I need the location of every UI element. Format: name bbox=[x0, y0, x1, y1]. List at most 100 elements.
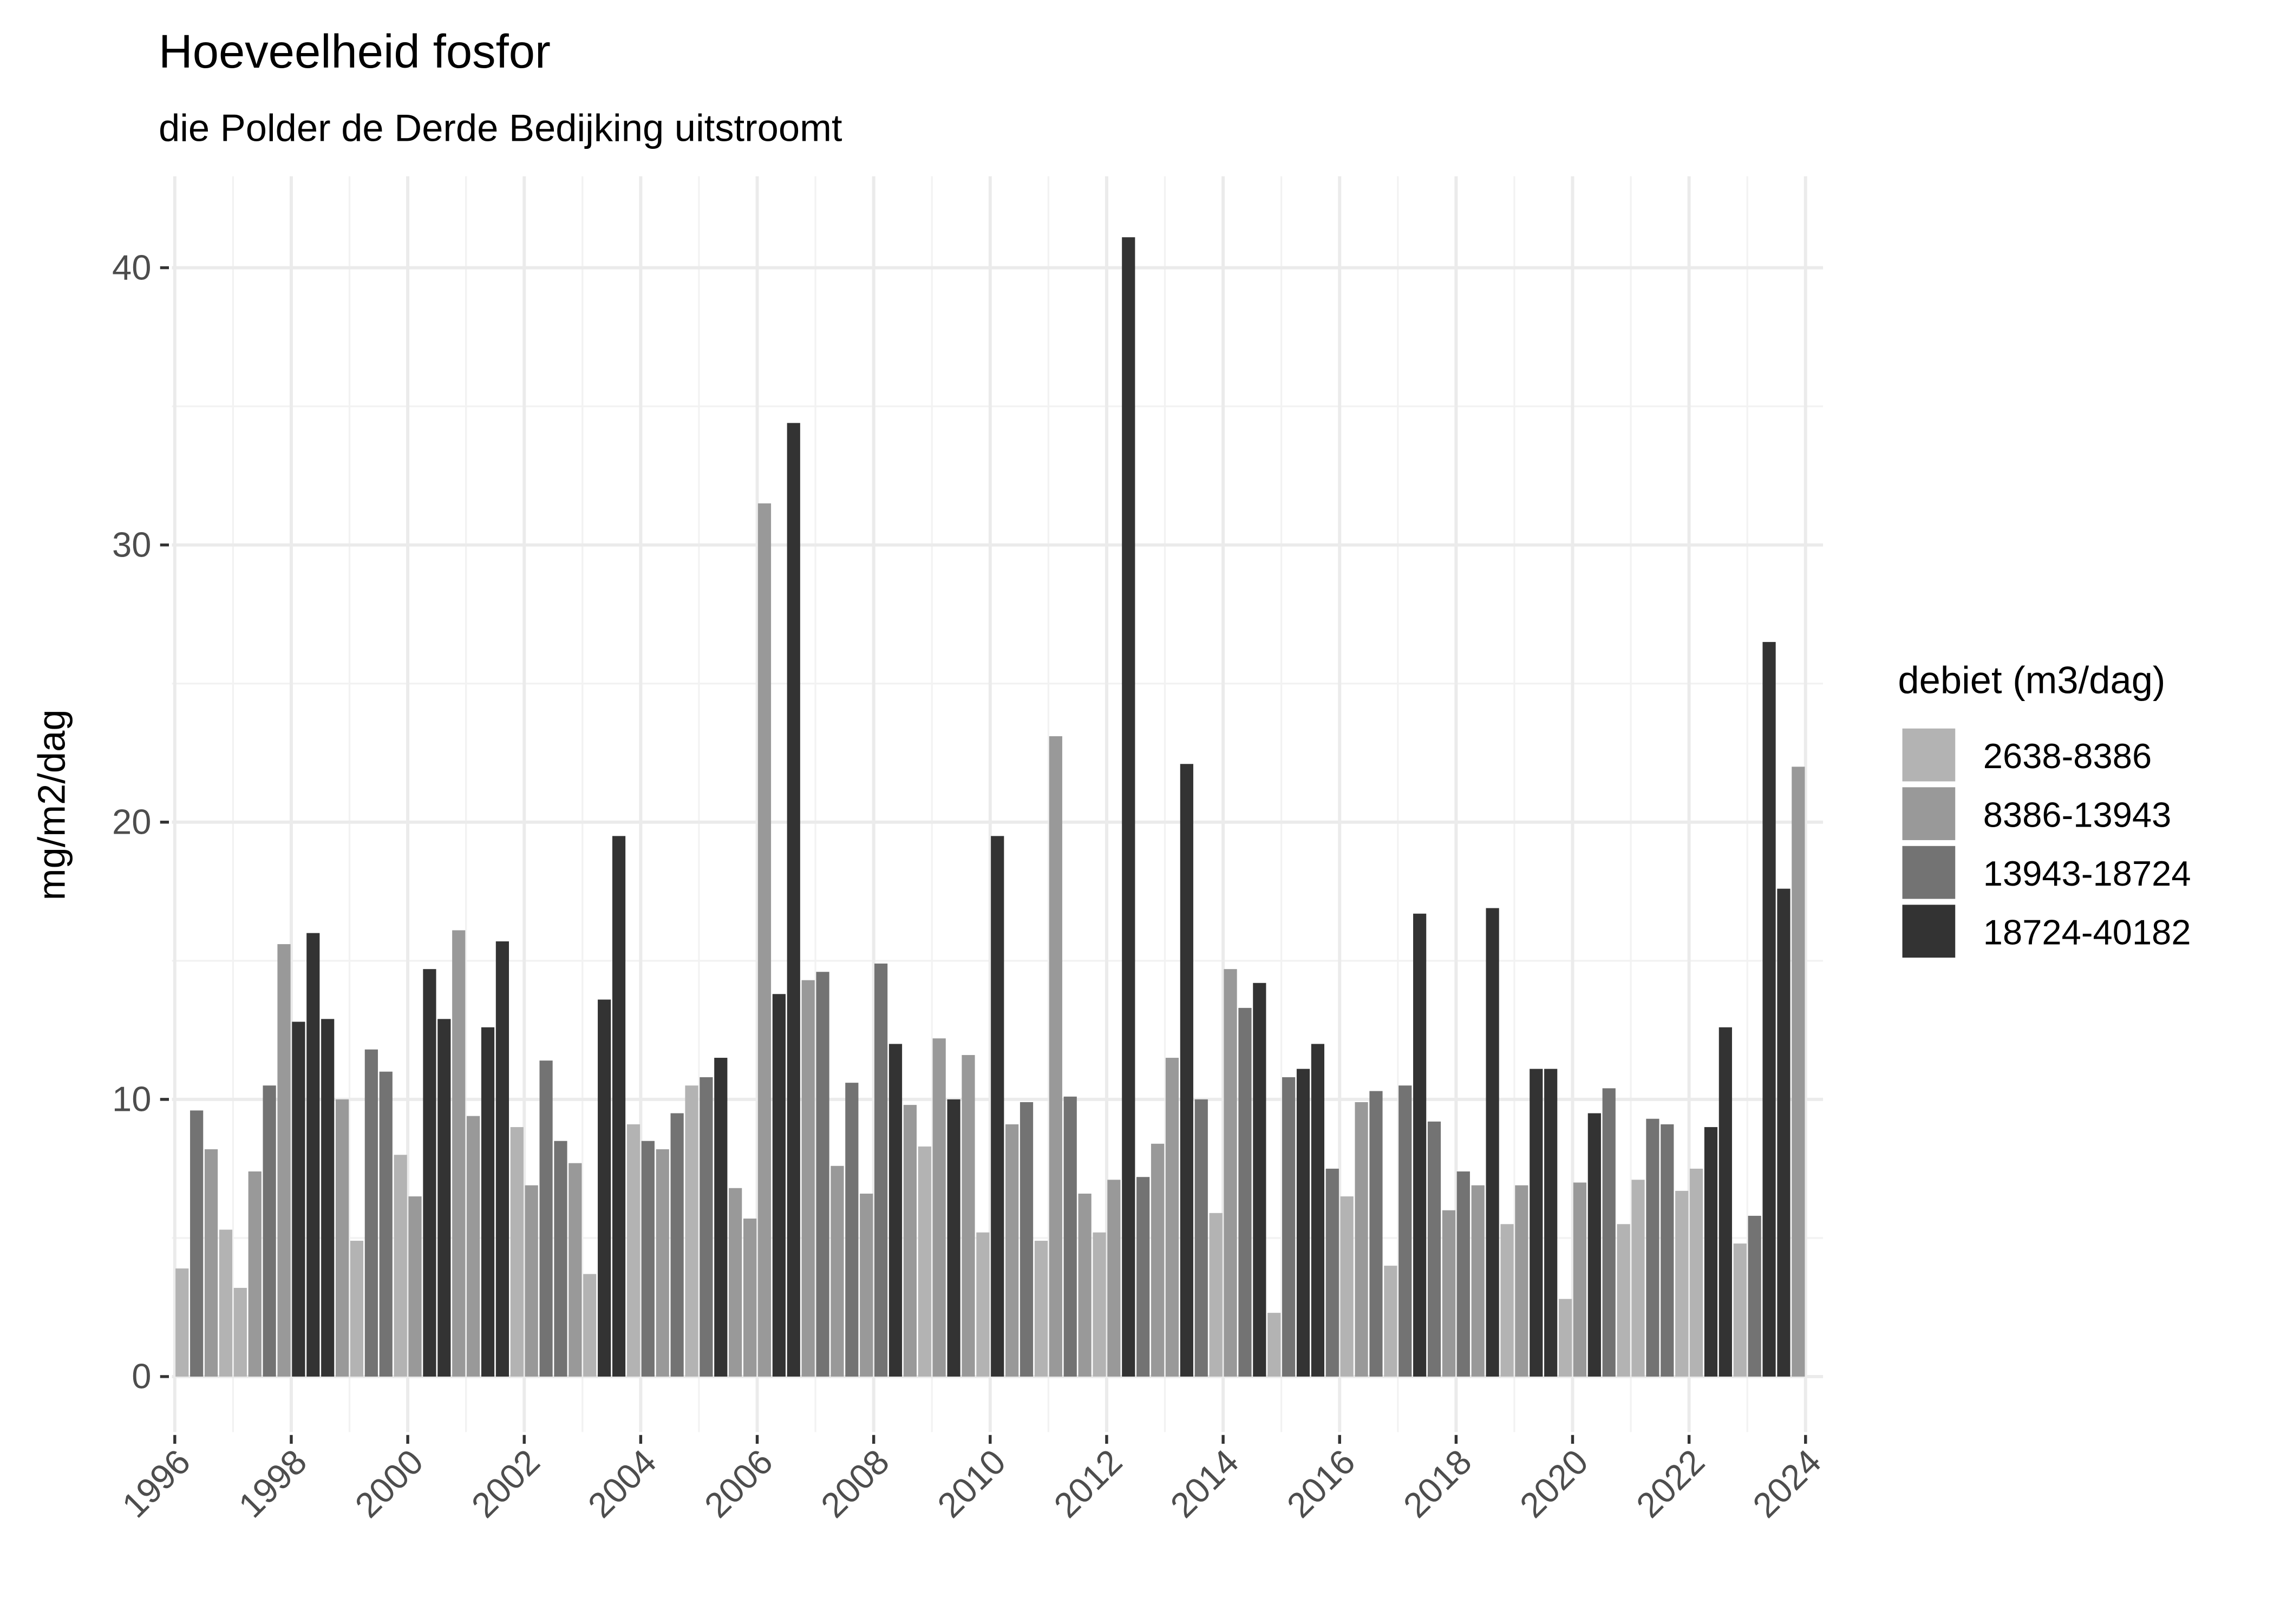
bar bbox=[1355, 1102, 1368, 1377]
bar bbox=[1049, 736, 1062, 1377]
bar bbox=[219, 1229, 233, 1377]
bar bbox=[408, 1196, 422, 1377]
bar bbox=[962, 1055, 975, 1377]
bar bbox=[1762, 641, 1776, 1377]
bar bbox=[656, 1149, 669, 1377]
legend-label: 13943-18724 bbox=[1983, 854, 2191, 893]
bar bbox=[888, 1044, 903, 1377]
bar bbox=[1704, 1127, 1718, 1377]
bar bbox=[801, 980, 815, 1377]
bar bbox=[1413, 913, 1427, 1377]
bar bbox=[1515, 1185, 1528, 1377]
bar bbox=[554, 1141, 567, 1377]
bar bbox=[772, 994, 786, 1377]
bar bbox=[1296, 1069, 1310, 1377]
bar bbox=[1733, 1243, 1747, 1377]
bar bbox=[1253, 983, 1266, 1377]
legend-swatch bbox=[1902, 728, 1956, 782]
legend: debiet (m3/dag) 2638-8386 8386-13943 13943… bbox=[1898, 659, 2191, 958]
y-tick-label: 0 bbox=[132, 1357, 151, 1396]
bar bbox=[1224, 969, 1237, 1377]
bar bbox=[204, 1149, 218, 1377]
bar bbox=[1384, 1266, 1397, 1377]
y-tick-label: 30 bbox=[112, 525, 151, 564]
bar bbox=[1005, 1124, 1019, 1377]
bar bbox=[1486, 908, 1499, 1377]
bar bbox=[1020, 1102, 1034, 1377]
bar bbox=[626, 1124, 641, 1377]
bar bbox=[248, 1171, 262, 1377]
bar bbox=[263, 1085, 276, 1377]
bar bbox=[1631, 1180, 1645, 1377]
bar bbox=[947, 1099, 960, 1377]
bar bbox=[1718, 1027, 1732, 1377]
bar bbox=[394, 1155, 407, 1377]
bar bbox=[277, 944, 291, 1377]
bar bbox=[903, 1105, 917, 1377]
bar bbox=[1282, 1077, 1296, 1377]
y-axis-label: mg/m2/dag bbox=[30, 709, 73, 900]
legend-label: 18724-40182 bbox=[1983, 913, 2191, 952]
bar bbox=[1544, 1069, 1558, 1377]
bar bbox=[670, 1113, 684, 1377]
bar bbox=[743, 1219, 757, 1377]
bar bbox=[1661, 1124, 1674, 1377]
legend-swatch bbox=[1902, 787, 1956, 840]
bar bbox=[1209, 1213, 1223, 1377]
bar bbox=[452, 930, 466, 1377]
bar bbox=[641, 1141, 655, 1377]
bar bbox=[1151, 1143, 1165, 1377]
bar bbox=[1311, 1044, 1324, 1377]
legend-swatch bbox=[1902, 905, 1956, 958]
bar bbox=[510, 1127, 524, 1377]
bar bbox=[757, 503, 772, 1377]
bar bbox=[568, 1163, 582, 1377]
bar bbox=[495, 941, 509, 1377]
bar bbox=[1792, 767, 1805, 1377]
bar bbox=[1034, 1241, 1048, 1377]
bar bbox=[1617, 1224, 1630, 1377]
y-tick-label: 40 bbox=[112, 247, 151, 287]
bar bbox=[1530, 1069, 1543, 1377]
bar bbox=[1136, 1177, 1150, 1377]
chart-subtitle: die Polder de Derde Bedijking uitstroomt bbox=[159, 106, 842, 149]
bar bbox=[991, 836, 1004, 1377]
bar bbox=[1602, 1088, 1616, 1377]
legend-label: 8386-13943 bbox=[1983, 795, 2172, 835]
bar bbox=[1107, 1180, 1121, 1377]
bar bbox=[976, 1232, 990, 1377]
bar bbox=[306, 933, 320, 1377]
bar bbox=[1078, 1193, 1092, 1377]
bar bbox=[467, 1116, 480, 1377]
bar bbox=[364, 1049, 378, 1377]
bar bbox=[437, 1019, 451, 1377]
bar bbox=[335, 1099, 349, 1377]
bar bbox=[1194, 1099, 1208, 1377]
bar bbox=[1369, 1091, 1383, 1377]
bar bbox=[845, 1083, 859, 1377]
bar bbox=[190, 1110, 204, 1377]
bar bbox=[1340, 1196, 1354, 1377]
bar bbox=[292, 1021, 305, 1377]
bar bbox=[700, 1077, 713, 1377]
bar bbox=[860, 1193, 873, 1377]
bar bbox=[1558, 1299, 1572, 1377]
bar bbox=[1500, 1224, 1514, 1377]
bar bbox=[1399, 1085, 1412, 1377]
bar bbox=[379, 1071, 393, 1377]
bar bbox=[1122, 237, 1135, 1377]
y-tick-label: 10 bbox=[112, 1079, 151, 1119]
bar bbox=[233, 1288, 247, 1377]
bar bbox=[1777, 888, 1791, 1377]
chart-title: Hoeveelheid fosfor bbox=[159, 25, 551, 78]
bar bbox=[350, 1241, 364, 1377]
bar bbox=[729, 1188, 742, 1377]
bar bbox=[612, 836, 626, 1377]
bar bbox=[1325, 1168, 1339, 1377]
bar bbox=[1093, 1232, 1106, 1377]
bar bbox=[1180, 764, 1193, 1377]
bar bbox=[932, 1038, 946, 1377]
bar bbox=[1587, 1113, 1601, 1377]
bar bbox=[1456, 1171, 1470, 1377]
